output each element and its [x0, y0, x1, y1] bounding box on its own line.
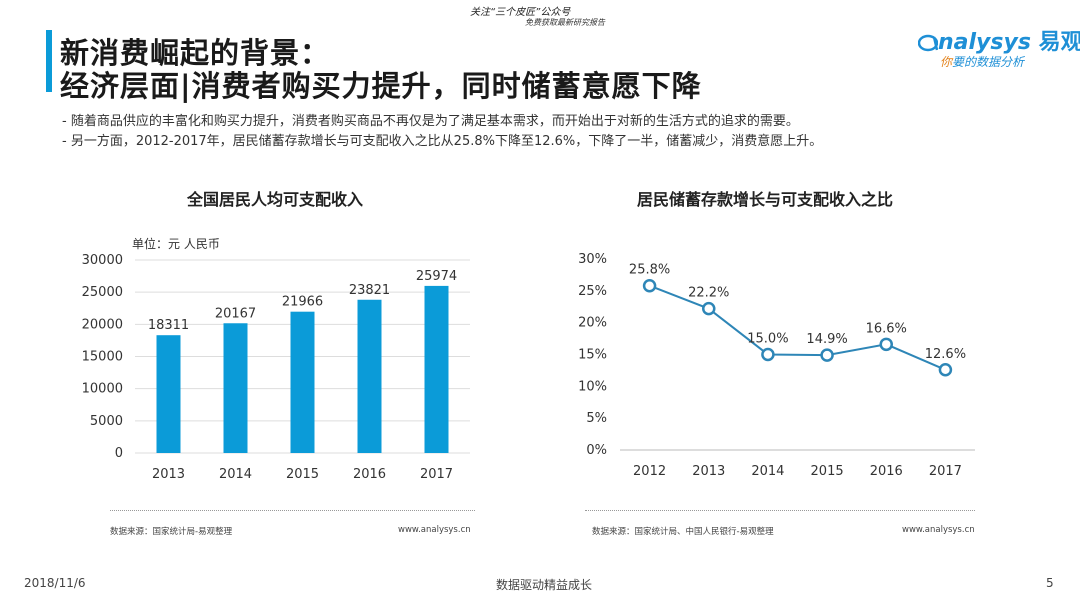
bar-y-tick-label: 30000: [82, 253, 123, 268]
bar: [357, 299, 382, 453]
line-x-tick-label: 2013: [692, 464, 725, 479]
line-series: [649, 284, 946, 371]
line-y-tick-label: 20%: [578, 316, 607, 331]
title-accent-bar: [46, 30, 52, 92]
bar: [156, 335, 181, 453]
bar-y-tick-label: 5000: [90, 414, 123, 429]
line-point: [820, 348, 834, 362]
line-value-label: 16.6%: [866, 321, 907, 336]
bar-chart: 0 5000 10000 15000 20000 25000 30000 18311 2013 2…: [82, 253, 470, 482]
top-banner: 关注“三个皮匠”公众号: [470, 3, 570, 18]
bar-value-label: 21966: [282, 295, 323, 310]
bar-chart-title: 全国居民人均可支配收入: [187, 190, 364, 209]
line-chart: 0% 5% 10% 15% 20% 25% 30% 25.8% 2012 22.2% 2013 15.…: [578, 252, 975, 479]
bar: [290, 311, 315, 453]
bar-value-label: 23821: [349, 283, 390, 298]
bar-y-tick-label: 25000: [82, 285, 123, 300]
bar-chart-unit: 单位：元 人民币: [132, 237, 220, 251]
line-x-tick-label: 2012: [633, 464, 666, 479]
bar-chart-divider: [110, 510, 475, 511]
line-y-tick-label: 25%: [578, 284, 607, 299]
line-point: [761, 347, 775, 362]
logo-tagline-rest: 要的数据分析: [952, 55, 1025, 69]
bar-x-tick-label: 2015: [286, 467, 319, 482]
bar-x-tick-label: 2013: [152, 467, 185, 482]
bar-x-tick-label: 2016: [353, 467, 386, 482]
bar: [424, 285, 449, 453]
line-point: [879, 337, 893, 352]
bullet-2: - 另一方面，2012-2017年，居民储蓄存款增长与可支配收入之比从25.8%…: [62, 134, 823, 149]
bar-value-label: 25974: [416, 269, 457, 284]
bar: [223, 323, 248, 453]
line-chart-divider: [585, 510, 975, 511]
bar-value-label: 18311: [148, 318, 189, 333]
logo-cn: 易观: [1038, 30, 1080, 55]
line-x-tick-label: 2014: [751, 464, 784, 479]
line-point: [642, 278, 657, 293]
line-chart-url: www.analysys.cn: [902, 525, 975, 535]
bar-y-tick-label: 15000: [82, 350, 123, 365]
line-value-label: 14.9%: [806, 332, 847, 347]
line-value-label: 25.8%: [629, 263, 670, 278]
bar-y-tick-label: 0: [115, 446, 123, 461]
line-x-tick-label: 2015: [811, 464, 844, 479]
line-y-tick-label: 10%: [578, 379, 607, 394]
logo-name: nalysys: [938, 30, 1031, 55]
line-value-label: 15.0%: [747, 332, 788, 347]
bar-y-tick-label: 10000: [82, 382, 123, 397]
line-chart-title: 居民储蓄存款增长与可支配收入之比: [637, 190, 894, 209]
line-value-label: 22.2%: [688, 286, 729, 301]
bar-y-tick-label: 20000: [82, 317, 123, 332]
footer-center: 数据驱动精益成长: [496, 578, 593, 592]
line-y-tick-label: 5%: [586, 411, 607, 426]
logo-tagline-first: 你: [940, 55, 953, 69]
bar-x-tick-label: 2017: [420, 467, 453, 482]
logo-tagline: 你要的数据分析: [940, 53, 1024, 70]
bar-chart-source: 数据来源：国家统计局-易观整理: [110, 527, 233, 537]
line-y-tick-label: 0%: [586, 443, 607, 458]
line-chart-source: 数据来源：国家统计局、中国人民银行-易观整理: [592, 527, 774, 537]
footer-page-number: 5: [1046, 576, 1054, 590]
footer-date: 2018/11/6: [24, 576, 86, 590]
banner-text: 关注“三个皮匠”公众号: [470, 7, 571, 18]
line-point: [938, 363, 953, 377]
banner-subtext: 免费获取最新研究报告: [525, 18, 605, 27]
line-value-label: 12.6%: [925, 347, 966, 362]
line-x-tick-label: 2016: [870, 464, 903, 479]
page-title-line1: 新消费崛起的背景：: [60, 36, 331, 70]
line-point: [702, 301, 716, 316]
line-x-tick-label: 2017: [929, 464, 962, 479]
bar-value-label: 20167: [215, 306, 256, 321]
bar-x-tick-label: 2014: [219, 467, 252, 482]
analysys-logo: nalysys 易观: [917, 24, 1080, 56]
bar-chart-url: www.analysys.cn: [398, 525, 471, 535]
line-y-tick-label: 30%: [578, 252, 607, 267]
logo-a-icon: [917, 34, 939, 52]
page-title-line2: 经济层面|消费者购买力提升，同时储蓄意愿下降: [60, 69, 702, 103]
bullet-1: - 随着商品供应的丰富化和购买力提升，消费者购买商品不再仅是为了满足基本需求，而…: [62, 114, 799, 129]
line-y-tick-label: 15%: [578, 348, 607, 363]
